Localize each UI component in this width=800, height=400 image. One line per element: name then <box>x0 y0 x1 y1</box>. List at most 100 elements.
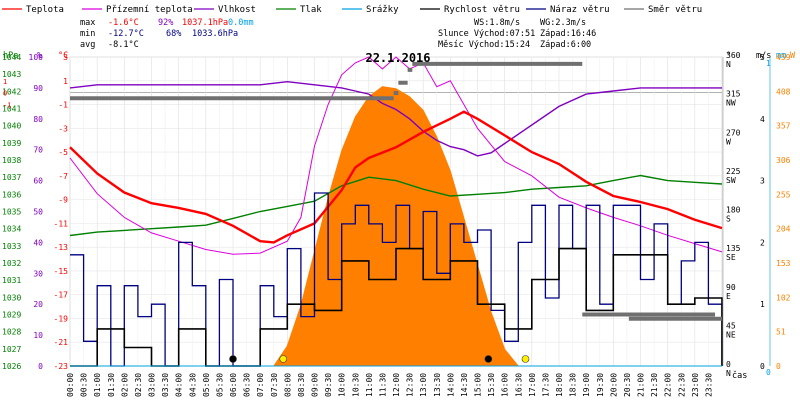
temperature-tick-label: -5 <box>58 148 68 157</box>
time-tick-label: 12:30 <box>406 373 415 397</box>
time-tick-label: 09:00 <box>311 373 320 397</box>
markers-layer <box>229 355 530 363</box>
time-tick-label: 13:00 <box>419 373 428 397</box>
time-tick-label: 17:00 <box>528 373 537 397</box>
solar-tick-label: 51 <box>776 328 786 337</box>
time-tick-label: 02:00 <box>120 373 129 397</box>
humidity-tick-label: 30 <box>33 269 43 278</box>
stats-block: max -1.6°C 92% 1037.1hPa 0.0mm min -12.7… <box>80 18 596 50</box>
time-tick-label: 19:00 <box>582 373 591 397</box>
time-tick-label: 20:30 <box>623 373 632 397</box>
legend-item-srazky: Srážky <box>366 5 399 15</box>
time-tick-label: 12:00 <box>392 373 401 397</box>
time-tick-label: 14:30 <box>460 373 469 397</box>
solar-tick-label: 357 <box>776 122 791 131</box>
pressure-tick-label: 1038 <box>2 156 21 165</box>
stats-max-temp: -1.6°C <box>108 18 139 28</box>
direction-compass-label: S <box>726 215 731 224</box>
humidity-axis-unit: % <box>37 51 42 61</box>
time-tick-label: 07:00 <box>256 373 265 397</box>
temperature-tick-label: -1 <box>58 101 68 110</box>
pressure-axis-unit: hPa <box>3 51 18 61</box>
direction-axis-unit: ° <box>726 51 731 61</box>
time-tick-label: 04:30 <box>188 373 197 397</box>
rain-tick-label: 1 <box>766 59 771 68</box>
pressure-tick-label: 1027 <box>2 345 21 354</box>
direction-tick-label: 135 <box>726 244 741 253</box>
solar-tick-label: 0 <box>776 362 781 371</box>
temperature-tick-label: 1 <box>63 77 68 86</box>
time-tick-label: 06:30 <box>243 373 252 397</box>
stats-max-press: 1037.1hPa <box>182 18 228 28</box>
humidity-tick-label: 90 <box>33 84 43 93</box>
pressure-tick-label: 1035 <box>2 208 21 217</box>
sunset-marker <box>521 355 530 363</box>
stats-ws: WS:1.8m/s <box>474 18 520 28</box>
time-tick-label: 02:30 <box>134 373 143 397</box>
temperature-line <box>69 110 723 244</box>
time-tick-label: 10:00 <box>338 373 347 397</box>
axes-layer: -23-21-19-17-15-13-11-9-7-5-3-1131026102… <box>2 51 791 397</box>
legend-item-naraz-vetru: Náraz větru <box>550 5 610 15</box>
time-tick-label: 22:30 <box>677 373 686 397</box>
humidity-tick-label: 60 <box>33 177 43 186</box>
wind-speed-tick-label: 2 <box>760 238 765 247</box>
time-tick-label: 16:00 <box>501 373 510 397</box>
stats-max-rain: 0.0mm <box>228 18 254 28</box>
time-tick-label: 07:30 <box>270 373 279 397</box>
temperature-secondary-tick-label: -1 <box>3 102 11 110</box>
series-layer <box>69 56 723 367</box>
stats-min-label: min <box>80 29 95 39</box>
legend-item-prizemni-teplota: Přízemní teplota <box>106 5 193 15</box>
direction-compass-label: SW <box>726 176 736 185</box>
direction-compass-label: NE <box>726 330 736 339</box>
direction-tick-label: 270 <box>726 128 741 137</box>
humidity-tick-label: 100 <box>29 53 44 62</box>
stats-sun-rise: Slunce Východ:07:51 <box>438 29 535 39</box>
wind-speed-tick-label: 1 <box>760 300 765 309</box>
legend-item-vlhkost: Vlhkost <box>218 5 256 15</box>
temperature-tick-label: -13 <box>54 243 69 252</box>
pressure-tick-label: 1032 <box>2 259 21 268</box>
direction-tick-label: 0 <box>726 360 731 369</box>
axis-unit-headers: hPa % °C ° m/s mm W čas <box>3 51 796 381</box>
stats-avg-label: avg <box>80 40 95 50</box>
solar-tick-label: 255 <box>776 190 791 199</box>
solar-tick-label: 153 <box>776 259 791 268</box>
stats-max-label: max <box>80 18 95 28</box>
temperature-tick-label: -15 <box>54 267 69 276</box>
time-tick-label: 11:30 <box>378 373 387 397</box>
time-tick-label: 10:30 <box>351 373 360 397</box>
time-tick-label: 06:00 <box>229 373 238 397</box>
stats-moon-set: Západ:6:00 <box>540 40 591 50</box>
sunrise-marker <box>279 355 288 363</box>
time-tick-label: 00:00 <box>66 373 75 397</box>
stats-wg: WG:2.3m/s <box>540 18 586 28</box>
temperature-tick-label: -7 <box>58 172 68 181</box>
wind-speed-tick-label: 4 <box>760 115 765 124</box>
temperature-tick-label: -3 <box>58 124 68 133</box>
time-tick-label: 01:30 <box>107 373 116 397</box>
time-tick-label: 22:00 <box>664 373 673 397</box>
chart-title-date: 22.1.2016 <box>365 51 430 65</box>
direction-tick-label: 180 <box>726 206 741 215</box>
pressure-tick-label: 1026 <box>2 362 21 371</box>
direction-tick-label: 315 <box>726 90 741 99</box>
time-tick-label: 21:00 <box>637 373 646 397</box>
temperature-secondary-tick-label: 1 <box>3 78 7 86</box>
time-tick-label: 11:00 <box>365 373 374 397</box>
temperature-tick-label: -19 <box>54 314 69 323</box>
direction-compass-label: W <box>726 137 731 146</box>
temperature-axis-unit: °C <box>58 51 68 61</box>
wind-axis-unit: m/s <box>756 51 771 61</box>
pressure-tick-label: 1029 <box>2 311 21 320</box>
humidity-tick-label: 0 <box>38 362 43 371</box>
time-tick-label: 20:00 <box>609 373 618 397</box>
temperature-tick-label: -17 <box>54 291 69 300</box>
pressure-tick-label: 1033 <box>2 242 21 251</box>
stats-max-hum: 92% <box>158 18 173 28</box>
direction-compass-label: N <box>726 369 731 378</box>
stats-avg-temp: -8.1°C <box>108 40 139 50</box>
direction-tick-label: 225 <box>726 167 741 176</box>
